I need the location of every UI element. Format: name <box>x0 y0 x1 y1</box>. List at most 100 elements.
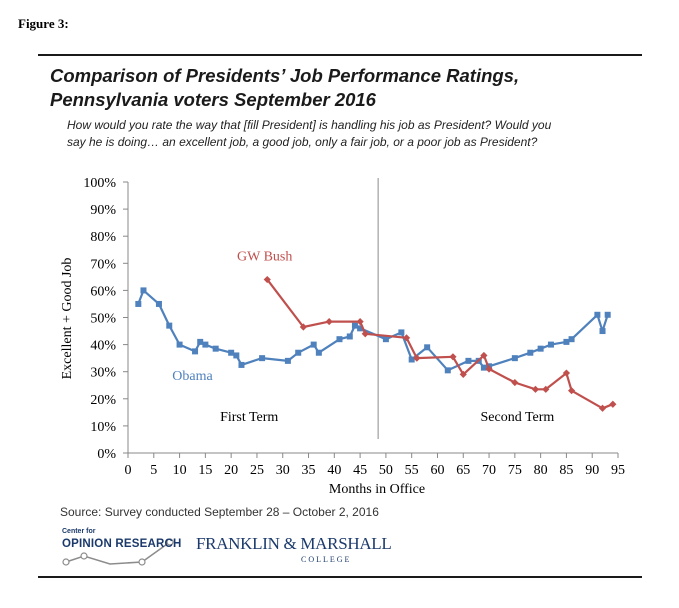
x-tick-label: 15 <box>198 463 212 478</box>
obama-data-point <box>568 336 575 343</box>
x-tick-label: 90 <box>585 463 599 478</box>
obama-data-point <box>336 336 343 343</box>
obama-series-label: Obama <box>172 369 213 384</box>
y-tick-label: 90% <box>90 203 116 218</box>
obama-data-point <box>398 329 405 336</box>
y-tick-label: 20% <box>90 393 116 408</box>
obama-data-point <box>465 357 472 364</box>
x-tick-label: 30 <box>276 463 290 478</box>
obama-data-point <box>527 349 534 356</box>
bottom-rule <box>38 576 642 578</box>
obama-data-point <box>604 311 611 318</box>
x-tick-label: 10 <box>173 463 187 478</box>
chart-subtitle-line-2: say he is doing… an excellent job, a goo… <box>67 135 538 149</box>
x-tick-label: 45 <box>353 463 367 478</box>
obama-data-point <box>599 328 606 335</box>
logo-opinion-research-text: OPINION RESEARCH <box>62 538 182 550</box>
top-rule <box>38 54 642 56</box>
obama-data-point <box>155 300 162 307</box>
logo-college-text: COLLEGE <box>301 555 352 564</box>
obama-data-point <box>563 338 570 345</box>
obama-data-point <box>357 325 364 332</box>
y-tick-label: 10% <box>90 420 116 435</box>
y-tick-label: 80% <box>90 230 116 245</box>
chart-subtitle-line-1: How would you rate the way that [fill Pr… <box>67 118 552 132</box>
x-tick-label: 60 <box>430 463 444 478</box>
x-tick-label: 0 <box>125 463 132 478</box>
y-axis-label: Excellent + Good Job <box>60 258 75 380</box>
x-tick-label: 25 <box>250 463 264 478</box>
obama-data-point <box>315 349 322 356</box>
obama-data-point <box>284 357 291 364</box>
chart-title-line-1: Comparison of Presidents’ Job Performanc… <box>50 65 520 86</box>
logo-swoosh-graphic <box>62 538 174 566</box>
x-tick-label: 65 <box>456 463 470 478</box>
x-tick-label: 75 <box>508 463 522 478</box>
obama-data-point <box>511 355 518 362</box>
y-tick-label: 100% <box>83 176 116 191</box>
y-tick-label: 0% <box>97 447 116 462</box>
y-tick-label: 70% <box>90 257 116 272</box>
gw-bush-data-point <box>598 404 607 412</box>
obama-data-point <box>424 344 431 351</box>
gw-bush-data-point <box>542 385 550 393</box>
obama-data-point <box>192 348 199 355</box>
obama-data-point <box>295 349 302 356</box>
second-term-label: Second Term <box>481 410 555 425</box>
chart-title-line-2: Pennsylvania voters September 2016 <box>50 89 376 110</box>
y-tick-label: 50% <box>90 312 116 327</box>
gw-bush-data-point <box>402 334 411 342</box>
x-tick-label: 50 <box>379 463 393 478</box>
x-tick-label: 20 <box>224 463 238 478</box>
gw-bush-series-label: GW Bush <box>237 250 292 265</box>
gw-bush-data-point <box>459 370 467 379</box>
obama-data-point <box>547 341 554 348</box>
center-for-opinion-research-logo: Center for OPINION RESEARCH <box>62 528 202 570</box>
obama-data-point <box>140 287 147 294</box>
x-tick-label: 80 <box>534 463 548 478</box>
obama-data-point <box>382 336 389 343</box>
x-tick-label: 95 <box>611 463 625 478</box>
gw-bush-data-point <box>299 323 307 331</box>
logo-franklin-marshall-text: FRANKLIN & MARSHALL <box>196 534 392 553</box>
obama-data-point <box>594 311 601 318</box>
gw-bush-data-point <box>562 369 571 377</box>
y-tick-label: 40% <box>90 339 116 354</box>
obama-data-point <box>228 349 235 356</box>
y-tick-label: 30% <box>90 366 116 381</box>
obama-data-point <box>197 338 204 345</box>
obama-data-point <box>212 345 219 352</box>
gw-bush-data-point <box>449 353 457 361</box>
gw-bush-data-point <box>511 378 519 387</box>
obama-data-point <box>233 352 240 359</box>
obama-data-point <box>408 356 415 363</box>
gw-bush-data-point <box>361 330 369 338</box>
figure-label: Figure 3: <box>18 16 69 31</box>
franklin-marshall-logo: FRANKLIN & MARSHALL COLLEGE <box>196 528 392 568</box>
gw-bush-data-point <box>263 275 271 284</box>
chart-title: Comparison of Presidents’ Job Performanc… <box>50 64 650 112</box>
gw-bush-data-point <box>531 385 540 393</box>
chart-subtitle: How would you rate the way that [fill Pr… <box>67 117 637 151</box>
obama-series-line <box>137 289 609 372</box>
gw-bush-data-point <box>480 351 488 360</box>
obama-data-point <box>346 333 353 340</box>
obama-data-point <box>537 345 544 352</box>
gw-bush-series-line <box>266 278 614 410</box>
obama-data-point <box>176 341 183 348</box>
x-tick-label: 85 <box>559 463 573 478</box>
gw-bush-data-point <box>567 387 576 395</box>
x-tick-label: 40 <box>327 463 341 478</box>
gw-bush-data-point <box>485 365 493 373</box>
gw-bush-data-point <box>325 317 333 326</box>
obama-data-point <box>444 367 451 374</box>
obama-data-point <box>166 322 173 329</box>
obama-data-point <box>310 341 317 348</box>
x-tick-label: 5 <box>150 463 157 478</box>
gw-bush-data-point <box>609 400 617 408</box>
x-tick-label: 70 <box>482 463 496 478</box>
x-axis-label: Months in Office <box>329 482 425 497</box>
obama-data-point <box>259 355 266 362</box>
y-tick-label: 60% <box>90 284 116 299</box>
